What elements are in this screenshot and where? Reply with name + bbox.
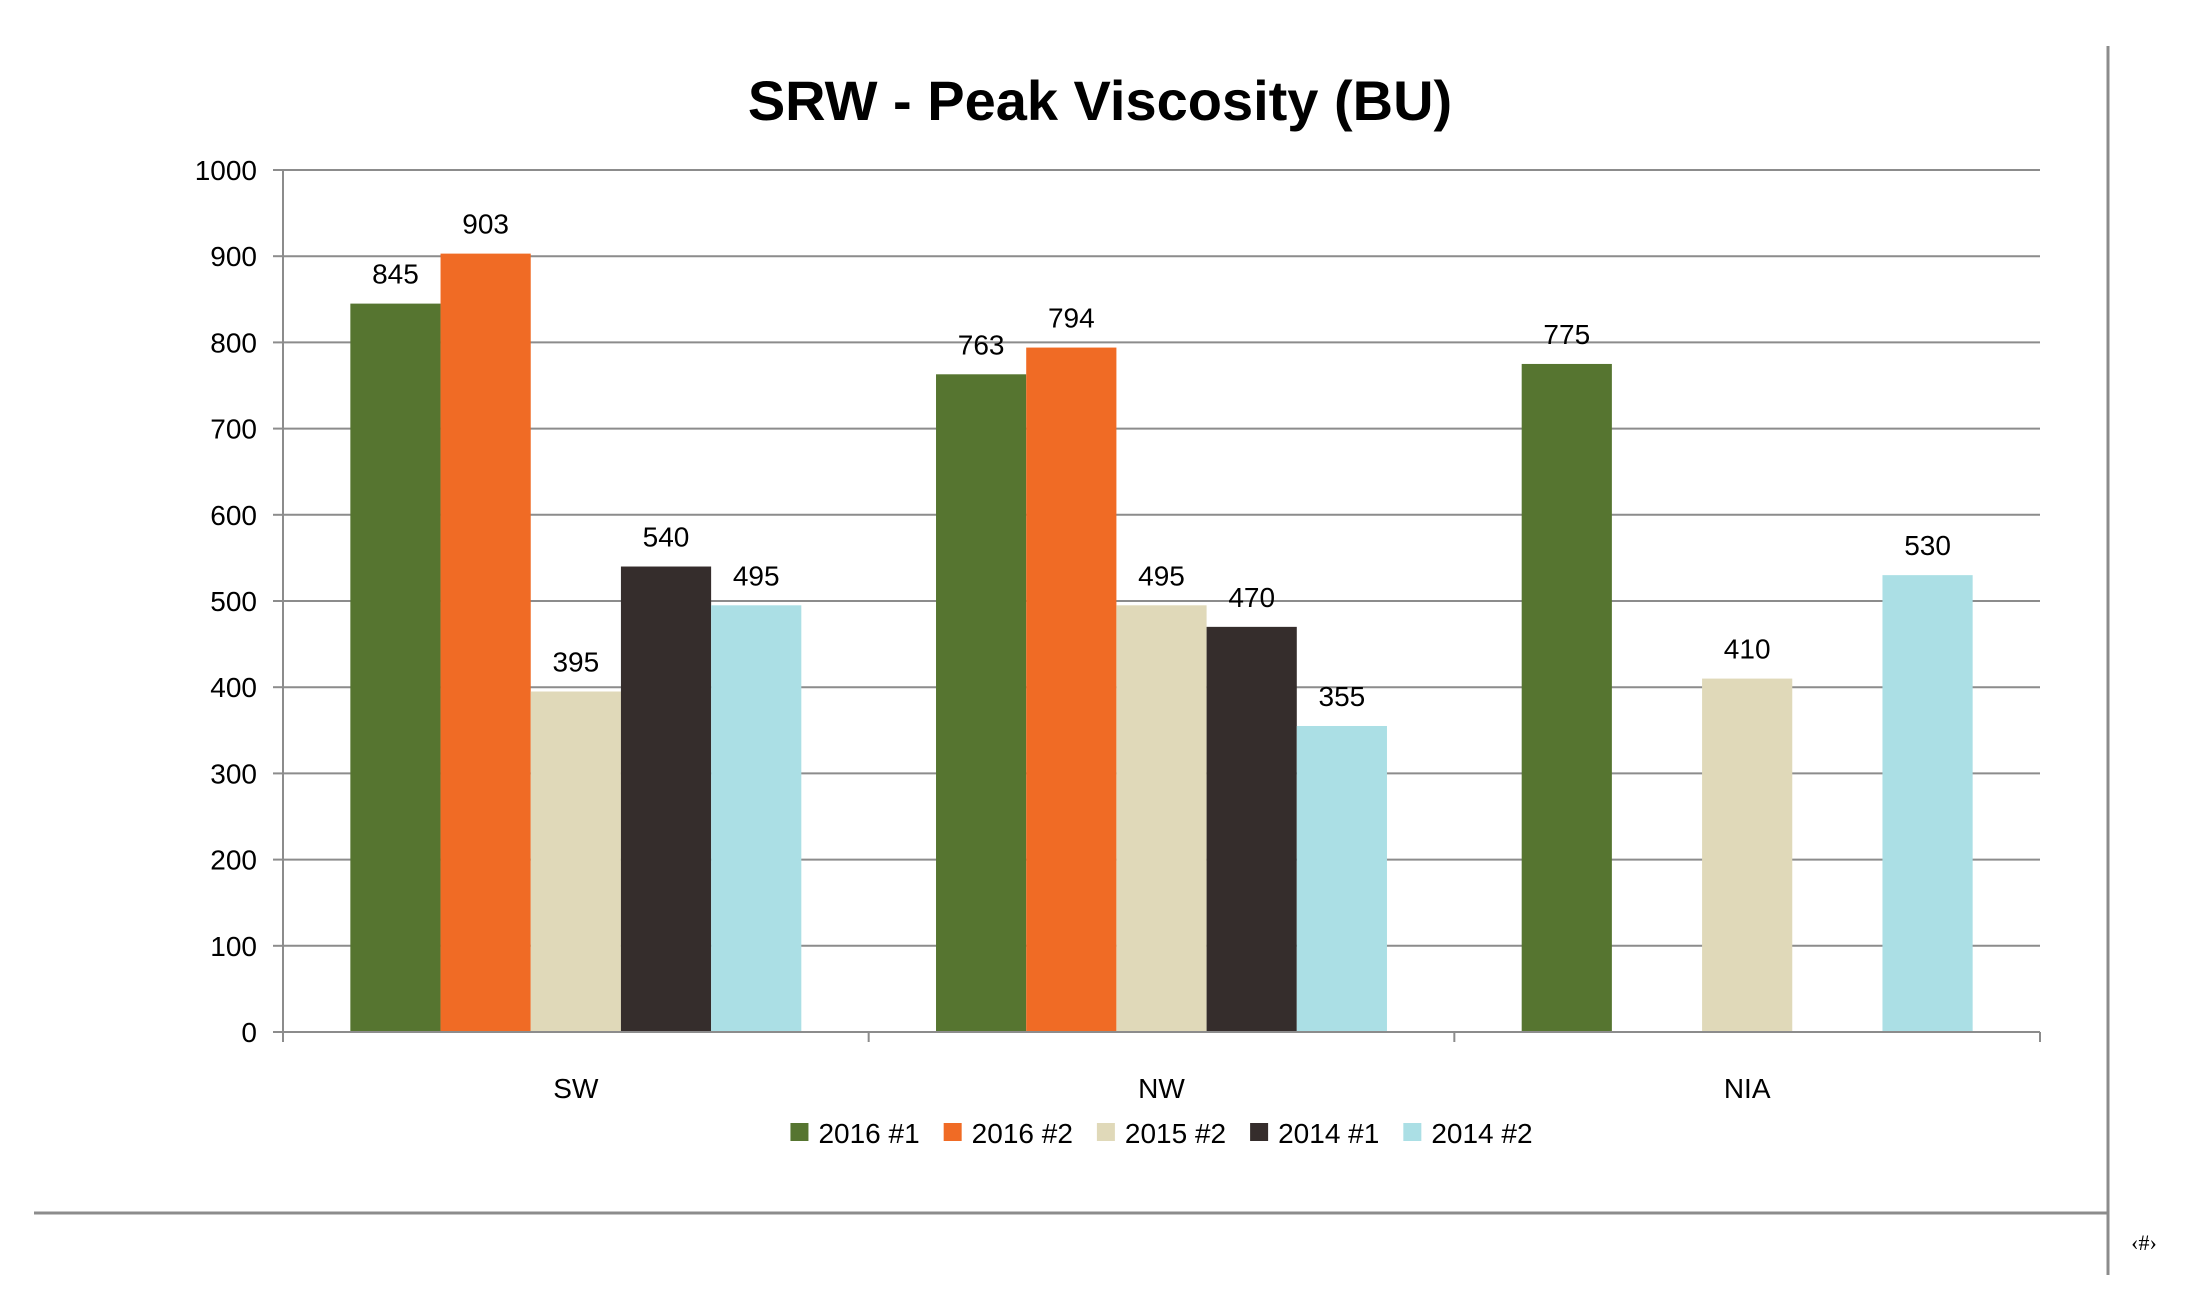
y-tick-label: 500 [210, 586, 257, 617]
y-tick-label: 200 [210, 845, 257, 876]
bar [1702, 678, 1793, 1032]
category-label: SW [553, 1073, 599, 1104]
data-label: 540 [643, 522, 690, 553]
page-number: ‹#› [2131, 1230, 2157, 1255]
bar [620, 566, 712, 1032]
y-tick-label: 100 [210, 931, 257, 962]
legend-label: 2014 #1 [1278, 1118, 1379, 1149]
y-tick-labels: 0 100 200 300 400 500 600 700 800 900 1000 [195, 155, 257, 1048]
category-labels: SW NW NIA [553, 1073, 1771, 1104]
legend-swatch [1403, 1123, 1422, 1141]
y-tick-label: 300 [210, 758, 257, 789]
data-labels: 845 903 395 540 495 763 794 495 470 355 775 410 530 [372, 209, 1951, 712]
y-tick-label: 700 [210, 414, 257, 445]
data-label: 763 [958, 329, 1005, 360]
y-tick-label: 900 [210, 241, 257, 272]
bar [530, 691, 621, 1032]
data-label: 903 [462, 209, 509, 240]
data-label: 845 [372, 259, 419, 290]
category-label: NIA [1724, 1073, 1771, 1104]
chart-title: SRW - Peak Viscosity (BU) [748, 69, 1452, 132]
category-label: NW [1138, 1073, 1185, 1104]
y-tick-label: 800 [210, 327, 257, 358]
legend-swatch [943, 1123, 962, 1141]
y-tick-label: 0 [241, 1017, 257, 1048]
data-label: 775 [1543, 319, 1590, 350]
legend-label: 2016 #1 [818, 1118, 919, 1149]
data-label: 395 [552, 647, 599, 678]
bar [1026, 347, 1117, 1032]
bar [440, 253, 531, 1032]
bar [350, 303, 441, 1032]
legend: 2016 #1 2016 #2 2015 #2 2014 #1 2014 #2 [790, 1118, 1533, 1149]
data-label: 495 [733, 560, 780, 591]
legend-label: 2015 #2 [1125, 1118, 1226, 1149]
bars [350, 253, 1973, 1032]
data-label: 470 [1228, 582, 1275, 613]
bar [1206, 626, 1297, 1032]
axes [273, 169, 2041, 1042]
legend-label: 2014 #2 [1431, 1118, 1532, 1149]
bar [1521, 363, 1612, 1032]
data-label: 410 [1724, 634, 1771, 665]
y-tick-label: 600 [210, 500, 257, 531]
data-label: 794 [1048, 303, 1095, 334]
bar [1882, 575, 1973, 1032]
legend-swatch [1096, 1123, 1115, 1141]
data-label: 355 [1319, 681, 1366, 712]
bar [711, 605, 802, 1032]
data-label: 530 [1904, 530, 1951, 561]
y-tick-label: 400 [210, 672, 257, 703]
legend-swatch [1250, 1123, 1269, 1141]
y-tick-label: 1000 [195, 155, 257, 186]
bar [936, 374, 1027, 1032]
bar [1116, 605, 1207, 1032]
legend-swatch [790, 1123, 809, 1141]
bar [1296, 725, 1387, 1032]
legend-label: 2016 #2 [972, 1118, 1073, 1149]
data-label: 495 [1138, 560, 1185, 591]
